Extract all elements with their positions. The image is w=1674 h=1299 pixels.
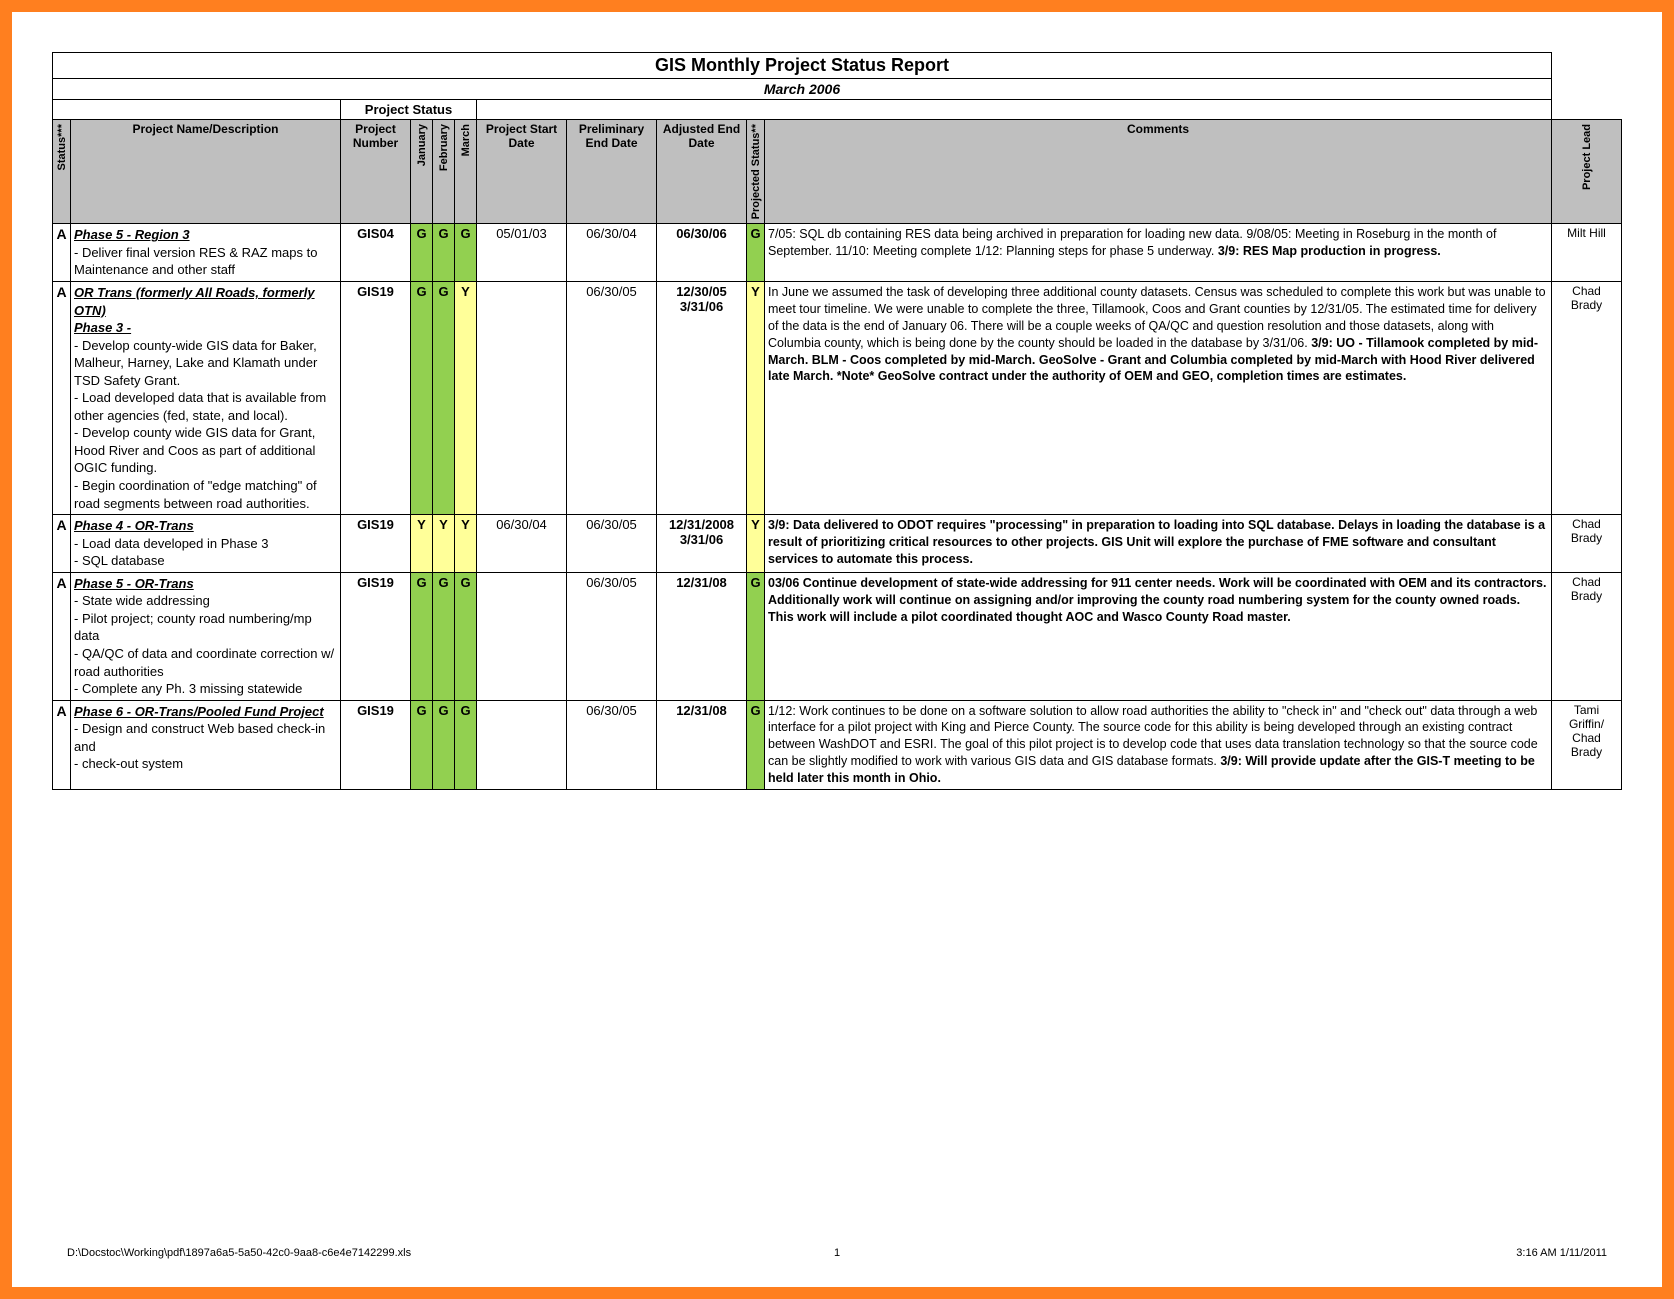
- lead-cell: Chad Brady: [1552, 515, 1622, 573]
- projected-cell: Y: [747, 282, 765, 515]
- report-subtitle: March 2006: [53, 79, 1552, 100]
- jan-cell: G: [411, 282, 433, 515]
- name-cell: Phase 5 - Region 3 - Deliver final versi…: [71, 224, 341, 282]
- col-name: Project Name/Description: [71, 120, 341, 224]
- page-inner: GIS Monthly Project Status Report March …: [12, 12, 1662, 1287]
- col-lead: Project Lead: [1552, 120, 1622, 224]
- comments-cell: 03/06 Continue development of state-wide…: [765, 572, 1552, 700]
- jan-cell: Y: [411, 515, 433, 573]
- projected-cell: Y: [747, 515, 765, 573]
- number-cell: GIS19: [341, 515, 411, 573]
- jan-cell: G: [411, 572, 433, 700]
- subtitle-row: March 2006: [53, 79, 1622, 100]
- feb-cell: G: [433, 282, 455, 515]
- feb-cell: Y: [433, 515, 455, 573]
- projected-cell: G: [747, 572, 765, 700]
- col-number: Project Number: [341, 120, 411, 224]
- adjusted-cell: 12/31/08: [657, 700, 747, 789]
- col-mar: March: [455, 120, 477, 224]
- projected-cell: G: [747, 224, 765, 282]
- col-projected: Projected Status**: [747, 120, 765, 224]
- number-cell: GIS19: [341, 700, 411, 789]
- adjusted-cell: 12/30/05 3/31/06: [657, 282, 747, 515]
- start-cell: 05/01/03: [477, 224, 567, 282]
- comments-cell: 3/9: Data delivered to ODOT requires "pr…: [765, 515, 1552, 573]
- name-cell: Phase 6 - OR-Trans/Pooled Fund Project -…: [71, 700, 341, 789]
- table-row: AOR Trans (formerly All Roads, formerly …: [53, 282, 1622, 515]
- title-row: GIS Monthly Project Status Report: [53, 53, 1622, 79]
- status-cell: A: [53, 515, 71, 573]
- prelim-cell: 06/30/04: [567, 224, 657, 282]
- number-cell: GIS19: [341, 572, 411, 700]
- adjusted-cell: 12/31/08: [657, 572, 747, 700]
- name-cell: Phase 4 - OR-Trans - Load data developed…: [71, 515, 341, 573]
- adjusted-cell: 12/31/2008 3/31/06: [657, 515, 747, 573]
- start-cell: [477, 700, 567, 789]
- table-row: APhase 5 - Region 3 - Deliver final vers…: [53, 224, 1622, 282]
- prelim-cell: 06/30/05: [567, 282, 657, 515]
- number-cell: GIS04: [341, 224, 411, 282]
- page-frame: GIS Monthly Project Status Report March …: [0, 0, 1674, 1299]
- number-cell: GIS19: [341, 282, 411, 515]
- lead-cell: Chad Brady: [1552, 572, 1622, 700]
- mar-cell: G: [455, 572, 477, 700]
- adjusted-cell: 06/30/06: [657, 224, 747, 282]
- footer-page: 1: [67, 1247, 1607, 1259]
- project-status-header: Project Status: [341, 100, 477, 120]
- lead-cell: Chad Brady: [1552, 282, 1622, 515]
- projected-cell: G: [747, 700, 765, 789]
- status-cell: A: [53, 572, 71, 700]
- column-header-row: Status*** Project Name/Description Proje…: [53, 120, 1622, 224]
- status-cell: A: [53, 224, 71, 282]
- col-adjusted: Adjusted End Date: [657, 120, 747, 224]
- start-cell: [477, 572, 567, 700]
- mar-cell: Y: [455, 282, 477, 515]
- col-jan: January: [411, 120, 433, 224]
- feb-cell: G: [433, 572, 455, 700]
- prelim-cell: 06/30/05: [567, 515, 657, 573]
- status-cell: A: [53, 700, 71, 789]
- page-footer: D:\Docstoc\Working\pdf\1897a6a5-5a50-42c…: [67, 1247, 1607, 1259]
- comments-cell: In June we assumed the task of developin…: [765, 282, 1552, 515]
- name-cell: Phase 5 - OR-Trans - State wide addressi…: [71, 572, 341, 700]
- table-row: APhase 6 - OR-Trans/Pooled Fund Project …: [53, 700, 1622, 789]
- lead-cell: Tami Griffin/ Chad Brady: [1552, 700, 1622, 789]
- start-cell: [477, 282, 567, 515]
- start-cell: 06/30/04: [477, 515, 567, 573]
- mar-cell: G: [455, 224, 477, 282]
- project-status-header-row: Project Status: [53, 100, 1622, 120]
- status-report-table: GIS Monthly Project Status Report March …: [52, 52, 1622, 790]
- table-row: APhase 4 - OR-Trans - Load data develope…: [53, 515, 1622, 573]
- col-status: Status***: [53, 120, 71, 224]
- report-title: GIS Monthly Project Status Report: [53, 53, 1552, 79]
- comments-cell: 7/05: SQL db containing RES data being a…: [765, 224, 1552, 282]
- comments-cell: 1/12: Work continues to be done on a sof…: [765, 700, 1552, 789]
- mar-cell: G: [455, 700, 477, 789]
- mar-cell: Y: [455, 515, 477, 573]
- col-comments: Comments: [765, 120, 1552, 224]
- col-prelim: Preliminary End Date: [567, 120, 657, 224]
- status-cell: A: [53, 282, 71, 515]
- col-feb: February: [433, 120, 455, 224]
- name-cell: OR Trans (formerly All Roads, formerly O…: [71, 282, 341, 515]
- col-start: Project Start Date: [477, 120, 567, 224]
- feb-cell: G: [433, 224, 455, 282]
- lead-cell: Milt Hill: [1552, 224, 1622, 282]
- table-row: A Phase 5 - OR-Trans - State wide addres…: [53, 572, 1622, 700]
- prelim-cell: 06/30/05: [567, 572, 657, 700]
- prelim-cell: 06/30/05: [567, 700, 657, 789]
- feb-cell: G: [433, 700, 455, 789]
- jan-cell: G: [411, 224, 433, 282]
- jan-cell: G: [411, 700, 433, 789]
